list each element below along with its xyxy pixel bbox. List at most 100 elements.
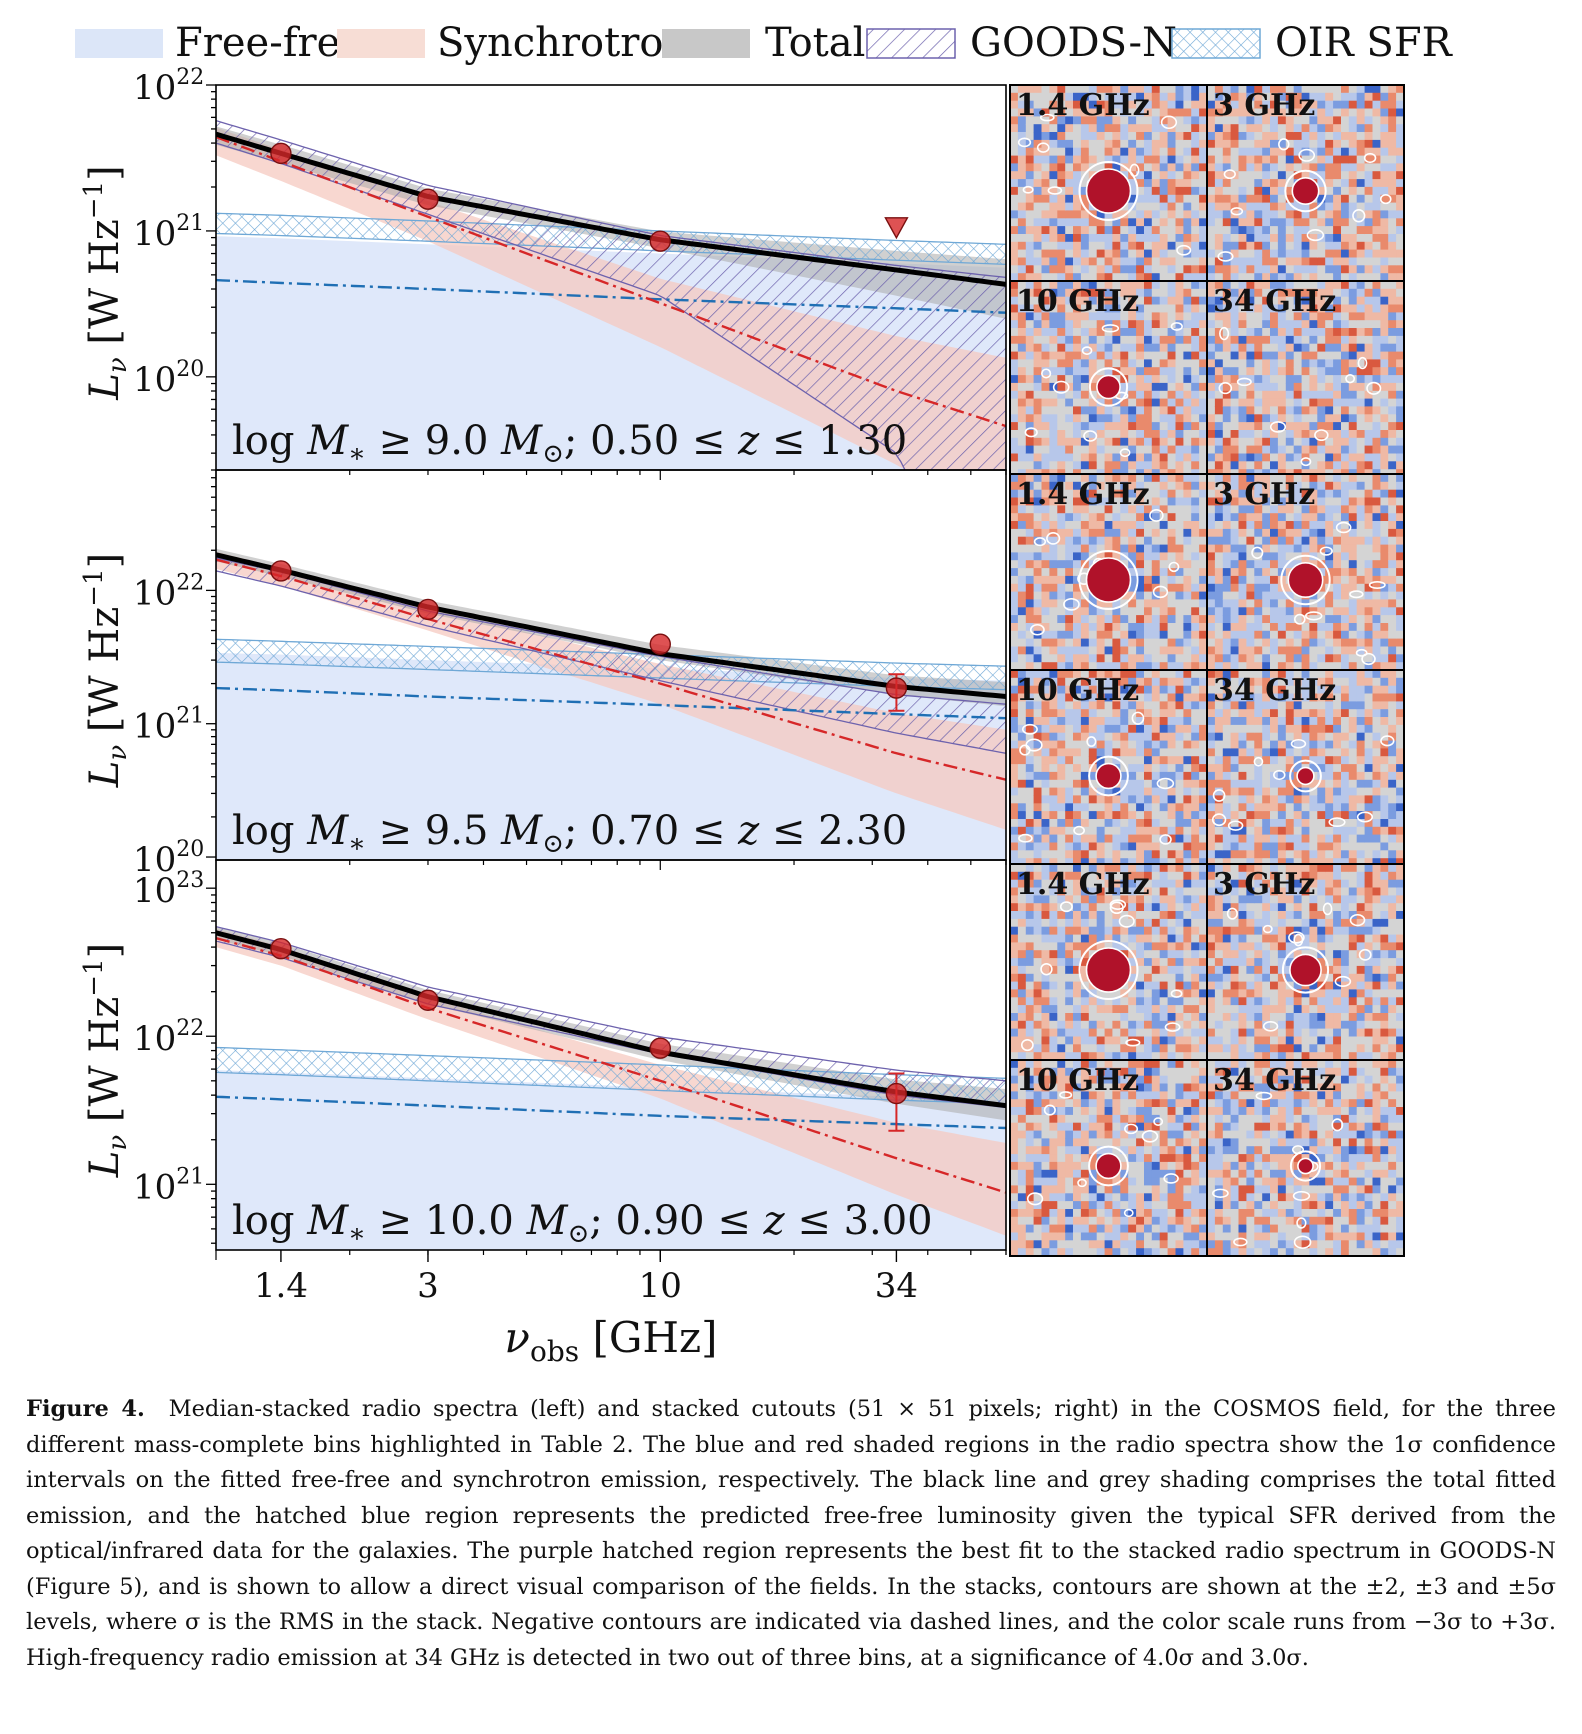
cutout-pixel xyxy=(1277,335,1287,345)
data-point xyxy=(649,1037,671,1059)
cutout-pixel xyxy=(1167,764,1177,773)
cutout-pixel xyxy=(1317,147,1326,157)
cutout-pixel xyxy=(1309,171,1318,180)
cutout-pixel xyxy=(1230,351,1240,360)
cutout-pixel xyxy=(1364,437,1374,447)
cutout-pixel xyxy=(1112,320,1121,329)
cutout-pixel xyxy=(1159,343,1169,353)
cutout-pixel xyxy=(1065,163,1074,172)
cutout-pixel xyxy=(1230,186,1240,196)
cutout-pixel xyxy=(1246,662,1255,671)
cutout-pixel xyxy=(1214,273,1224,282)
cutout-pixel xyxy=(1356,536,1366,546)
cutout-pixel xyxy=(1341,583,1350,593)
cutout-pixel xyxy=(1128,304,1137,313)
cutout-pixel xyxy=(1199,132,1208,141)
cutout-contour xyxy=(1149,509,1164,522)
cutout-pixel xyxy=(1175,521,1184,530)
cutout-pixel xyxy=(1010,430,1019,439)
cutout-pixel xyxy=(1380,505,1389,514)
cutout-pixel xyxy=(1277,544,1287,553)
cutout-34ghz: 34 GHz xyxy=(1206,280,1405,478)
cutout-pixel xyxy=(1080,367,1090,376)
cutout-pixel xyxy=(1120,312,1129,321)
cutout-pixel xyxy=(1191,445,1200,454)
cutout-pixel xyxy=(1246,312,1255,321)
cutout-pixel xyxy=(1128,265,1137,274)
cutout-pixel xyxy=(1277,677,1287,687)
cutout-pixel xyxy=(1246,607,1255,616)
cutout-pixel xyxy=(1159,139,1169,149)
cutout-pixel xyxy=(1325,359,1334,368)
legend-item-goods_n: GOODS-N xyxy=(866,20,1177,66)
cutout-pixel xyxy=(1325,288,1334,298)
cutout-pixel xyxy=(1207,288,1216,298)
cutout-pixel xyxy=(1396,202,1405,211)
cutout-pixel xyxy=(1277,194,1287,204)
cutout-pixel xyxy=(1033,654,1043,663)
cutout-pixel xyxy=(1175,335,1184,345)
cutout-pixel xyxy=(1214,406,1224,415)
cutout-pixel xyxy=(1049,445,1058,454)
cutout-pixel xyxy=(1144,202,1153,211)
cutout-pixel xyxy=(1380,575,1389,585)
cutout-pixel xyxy=(1262,748,1271,757)
cutout-pixel xyxy=(1104,218,1114,227)
cutout-pixel xyxy=(1396,343,1405,353)
cutout-pixel xyxy=(1364,568,1374,577)
cutout-pixel xyxy=(1112,430,1121,439)
cutout-pixel xyxy=(1388,92,1397,102)
cutout-pixel xyxy=(1246,163,1255,172)
cutout-pixel xyxy=(1230,430,1240,439)
cutout-pixel xyxy=(1388,312,1397,321)
cutout-pixel xyxy=(1120,257,1129,266)
cutout-pixel xyxy=(1183,382,1192,392)
cutout-pixel xyxy=(1010,281,1019,290)
cutout-pixel xyxy=(1372,382,1381,392)
cutout-pixel xyxy=(1380,513,1389,522)
cutout-pixel xyxy=(1167,281,1177,290)
cutout-pixel xyxy=(1238,249,1247,258)
cutout-pixel xyxy=(1246,481,1255,491)
cutout-pixel xyxy=(1270,858,1279,867)
cutout-pixel xyxy=(1254,461,1263,470)
cutout-pixel xyxy=(1230,528,1240,538)
cutout-pixel xyxy=(1041,560,1050,569)
cutout-pixel xyxy=(1128,481,1137,491)
cutout-pixel xyxy=(1238,226,1247,235)
cutout-pixel xyxy=(1348,359,1358,368)
cutout-pixel xyxy=(1270,328,1279,337)
cutout-pixel xyxy=(1372,265,1381,274)
cutout-pixel xyxy=(1159,194,1169,204)
cutout-pixel xyxy=(1017,709,1027,718)
cutout-pixel xyxy=(1073,179,1082,188)
cutout-source-contour xyxy=(1280,554,1331,606)
cutout-pixel xyxy=(1325,662,1334,671)
cutout-pixel xyxy=(1112,139,1121,149)
cutout-pixel xyxy=(1380,218,1389,227)
cutout-pixel xyxy=(1317,474,1326,483)
cutout-pixel xyxy=(1128,693,1137,702)
cutout-pixel xyxy=(1041,819,1050,828)
cutout-pixel xyxy=(1293,662,1303,671)
cutout-pixel xyxy=(1120,461,1129,470)
cutout-contour xyxy=(1355,648,1368,657)
cutout-pixel xyxy=(1191,186,1200,196)
cutout-pixel xyxy=(1183,677,1192,687)
cutout-pixel xyxy=(1270,552,1279,561)
cutout-pixel xyxy=(1033,194,1043,204)
cutout-pixel xyxy=(1364,234,1374,243)
cutout-pixel xyxy=(1112,312,1121,321)
cutout-pixel xyxy=(1207,100,1216,110)
cutout-pixel xyxy=(1073,654,1082,663)
cutout-pixel xyxy=(1277,265,1287,274)
cutout-pixel xyxy=(1167,296,1177,306)
cutout-pixel xyxy=(1348,583,1358,593)
cutout-pixel xyxy=(1199,320,1208,329)
cutout-pixel xyxy=(1096,724,1106,734)
cutout-pixel xyxy=(1017,414,1027,423)
cutout-pixel xyxy=(1356,513,1366,522)
cutout-contour xyxy=(1251,546,1264,559)
cutout-pixel xyxy=(1222,489,1232,499)
cutout-pixel xyxy=(1341,124,1350,133)
